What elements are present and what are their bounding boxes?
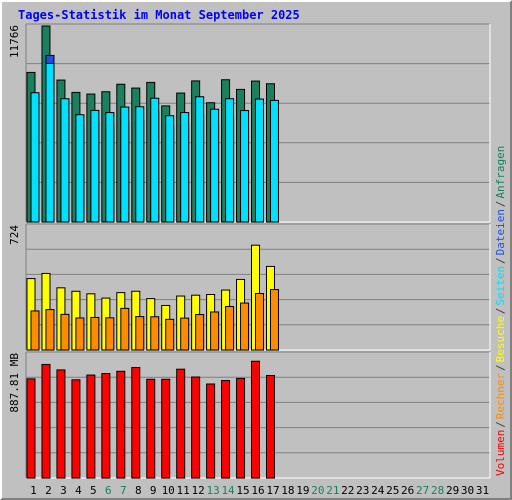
bar-rechner-day-14 xyxy=(225,305,235,351)
bar-volumen-day-17 xyxy=(265,374,275,479)
day-label: 6 xyxy=(105,484,112,497)
legend-anfragen: Anfragen xyxy=(494,146,507,199)
bar-seiten-day-14 xyxy=(225,98,235,223)
bar-seiten-day-15 xyxy=(240,110,250,223)
bar-volumen-day-15 xyxy=(236,377,246,479)
day-label: 1 xyxy=(30,484,37,497)
day-label: 17 xyxy=(266,484,279,497)
bar-rechner-day-6 xyxy=(105,317,115,351)
bar-volumen-day-16 xyxy=(251,360,261,479)
day-label: 20 xyxy=(311,484,324,497)
bar-rechner-day-16 xyxy=(255,292,265,351)
bar-rechner-day-12 xyxy=(195,314,205,351)
bar-rechner-day-5 xyxy=(90,316,100,351)
legend-besuche: Besuche xyxy=(494,316,507,362)
bar-rechner-day-17 xyxy=(269,289,279,351)
bar-seiten-day-2 xyxy=(45,62,55,223)
bar-seiten-day-16 xyxy=(255,98,265,223)
bar-volumen-day-12 xyxy=(191,376,201,479)
day-label: 3 xyxy=(60,484,67,497)
bar-rechner-day-11 xyxy=(180,317,190,351)
day-label: 21 xyxy=(326,484,339,497)
legend-separator: / xyxy=(494,201,507,208)
day-label: 25 xyxy=(386,484,399,497)
bar-rechner-day-8 xyxy=(135,316,145,351)
day-label: 29 xyxy=(446,484,459,497)
day-label: 23 xyxy=(356,484,369,497)
day-label: 10 xyxy=(162,484,175,497)
axis-max-label-volume: 887.81 MB xyxy=(8,353,21,413)
day-label: 18 xyxy=(281,484,294,497)
bar-rechner-day-4 xyxy=(75,317,85,351)
bar-rechner-day-15 xyxy=(240,302,250,351)
bar-volumen-day-9 xyxy=(146,378,156,479)
day-label: 4 xyxy=(75,484,82,497)
bar-seiten-day-11 xyxy=(180,112,190,223)
bar-seiten-day-1 xyxy=(30,92,40,223)
legend-rechner: Rechner xyxy=(494,372,507,419)
bar-seiten-day-4 xyxy=(75,114,85,223)
bar-rechner-day-7 xyxy=(120,307,130,351)
day-label: 13 xyxy=(206,484,219,497)
bar-rechner-day-13 xyxy=(210,311,220,351)
bar-seiten-day-7 xyxy=(120,106,130,223)
day-label: 26 xyxy=(401,484,414,497)
day-label: 22 xyxy=(341,484,354,497)
legend-separator: / xyxy=(494,421,507,428)
bar-rechner-day-2 xyxy=(45,309,55,351)
bar-seiten-day-9 xyxy=(150,97,160,223)
day-label: 28 xyxy=(431,484,444,497)
bar-volumen-day-8 xyxy=(131,367,141,479)
bar-volumen-day-10 xyxy=(161,378,171,479)
bar-volumen-day-1 xyxy=(26,378,36,479)
legend-volumen: Volumen xyxy=(494,430,507,476)
day-label: 19 xyxy=(296,484,309,497)
day-label: 14 xyxy=(221,484,235,497)
legend-separator: / xyxy=(494,364,507,371)
bar-seiten-day-10 xyxy=(165,115,175,223)
axis-max-label-visits: 724 xyxy=(8,225,21,245)
bar-seiten-day-3 xyxy=(60,98,70,223)
day-label: 2 xyxy=(45,484,52,497)
legend-separator: / xyxy=(494,308,507,315)
bar-seiten-day-17 xyxy=(269,99,279,223)
day-label: 7 xyxy=(120,484,127,497)
day-label: 9 xyxy=(150,484,157,497)
day-label: 8 xyxy=(135,484,142,497)
day-label: 11 xyxy=(177,484,190,497)
day-label: 12 xyxy=(192,484,205,497)
bar-volumen-day-4 xyxy=(71,379,81,479)
bar-rechner-day-10 xyxy=(165,318,175,351)
bar-volumen-day-14 xyxy=(221,380,231,479)
bar-seiten-day-6 xyxy=(105,112,115,223)
legend-dateien: Dateien xyxy=(494,209,507,255)
day-label: 31 xyxy=(476,484,489,497)
bar-volumen-day-5 xyxy=(86,374,96,479)
bar-rechner-day-9 xyxy=(150,316,160,351)
day-label: 16 xyxy=(251,484,264,497)
bar-volumen-day-11 xyxy=(176,368,186,479)
day-label: 27 xyxy=(416,484,429,497)
bar-volumen-day-3 xyxy=(56,369,66,479)
bar-rechner-day-1 xyxy=(30,310,40,351)
axis-max-label-requests: 11766 xyxy=(8,25,21,58)
bar-seiten-day-5 xyxy=(90,109,100,223)
chart-title: Tages-Statistik im Monat September 2025 xyxy=(18,8,300,22)
bar-volumen-day-7 xyxy=(116,370,126,479)
bar-rechner-day-3 xyxy=(60,313,70,351)
bar-volumen-day-13 xyxy=(206,383,216,479)
bar-volumen-day-6 xyxy=(101,373,111,479)
day-label: 15 xyxy=(236,484,249,497)
legend-seiten: Seiten xyxy=(494,266,507,306)
bar-volumen-day-2 xyxy=(41,363,51,479)
day-label: 5 xyxy=(90,484,97,497)
day-label: 24 xyxy=(371,484,385,497)
bar-seiten-day-12 xyxy=(195,96,205,223)
bar-seiten-day-8 xyxy=(135,106,145,223)
day-label: 30 xyxy=(461,484,474,497)
legend-separator: / xyxy=(494,257,507,264)
bar-seiten-day-13 xyxy=(210,108,220,223)
